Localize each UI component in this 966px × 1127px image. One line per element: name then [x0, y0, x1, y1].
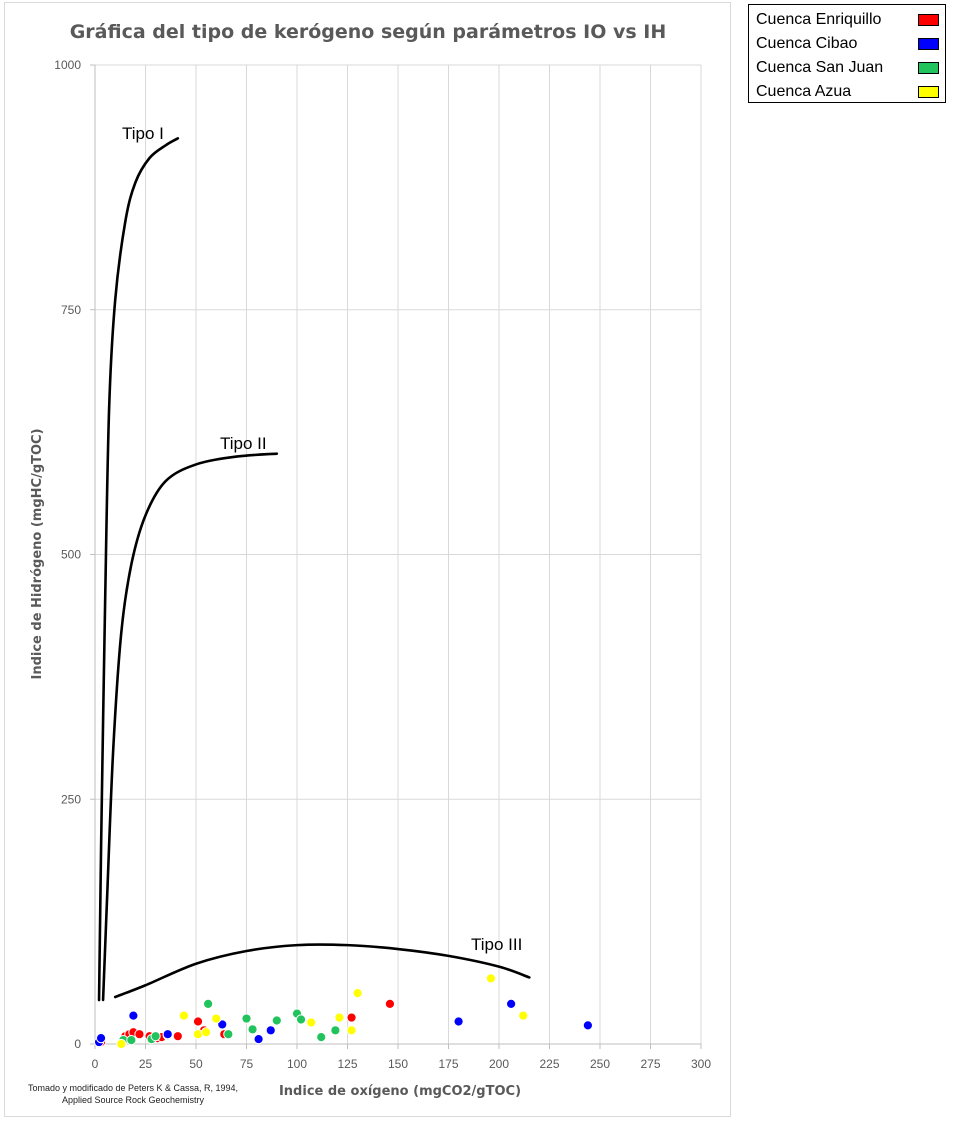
x-tick-label: 25	[139, 1057, 153, 1071]
x-tick-label: 100	[287, 1057, 307, 1071]
y-tick-label: 250	[61, 792, 81, 806]
chart-title: Gráfica del tipo de kerógeno según parám…	[70, 21, 667, 43]
data-point	[384, 998, 396, 1009]
legend-item-enriquillo: Cuenca Enriquillo	[756, 8, 939, 32]
data-point	[352, 987, 363, 999]
x-tick-label: 250	[590, 1057, 610, 1071]
x-tick-label: 0	[92, 1057, 99, 1071]
x-tick-label: 300	[691, 1057, 711, 1071]
data-point	[172, 1031, 183, 1042]
data-point	[134, 1029, 145, 1040]
data-point	[203, 998, 214, 1009]
series-cuenca-azua	[116, 973, 529, 1050]
legend-label: Cuenca San Juan	[756, 59, 884, 76]
x-tick-label: 275	[640, 1057, 660, 1071]
data-point	[223, 1029, 234, 1040]
kerogen-scatter-chart: Gráfica del tipo de kerógeno según parám…	[28, 21, 712, 1105]
x-tick-label: 50	[189, 1057, 203, 1071]
y-tick-label: 0	[74, 1037, 81, 1051]
x-tick-label: 200	[489, 1057, 509, 1071]
data-point	[295, 1014, 307, 1025]
data-point	[95, 1033, 107, 1044]
legend-item-azua: Cuenca Azua	[756, 80, 939, 104]
data-point	[453, 1016, 464, 1027]
data-point	[211, 1013, 222, 1024]
data-point	[192, 1016, 204, 1027]
chart-area	[4, 2, 731, 1117]
x-tick-labels: 0 25 50 75 100 125 150 175 200 225 250 275 300	[92, 1057, 712, 1071]
y-tick-labels: 0 250 500 750 1000	[54, 58, 81, 1051]
x-tick-label: 225	[539, 1057, 559, 1071]
data-points	[93, 973, 593, 1050]
grid-lines	[95, 64, 702, 1044]
kerogen-type-curves	[97, 137, 531, 1002]
x-tick-label: 175	[438, 1057, 458, 1071]
source-note-line-1: Tomado y modificado de Peters K & Cassa,…	[28, 1083, 238, 1093]
data-point	[162, 1029, 173, 1040]
data-point	[582, 1020, 593, 1031]
x-tick-label: 75	[240, 1057, 254, 1071]
curve-tipo-1	[97, 137, 180, 1002]
data-point	[346, 1012, 357, 1023]
legend-swatch	[918, 62, 939, 74]
data-point	[265, 1025, 276, 1036]
source-note-line-2: Applied Source Rock Geochemistry	[62, 1095, 205, 1105]
series-cuenca-cibao	[93, 998, 593, 1048]
legend-item-cibao: Cuenca Cibao	[756, 32, 939, 56]
data-point	[128, 1010, 139, 1021]
x-axis-title: Indice de oxígeno (mgCO2/gTOC)	[279, 1084, 521, 1099]
legend-swatch	[918, 38, 939, 50]
data-point	[506, 998, 517, 1009]
curve-tipo-3	[113, 943, 531, 999]
data-point	[217, 1019, 228, 1030]
y-tick-label: 500	[61, 548, 81, 562]
data-point	[253, 1034, 264, 1045]
curve-label-tipo-iii: Tipo III	[471, 935, 522, 954]
legend-label: Cuenca Azua	[756, 83, 852, 100]
legend-label: Cuenca Enriquillo	[756, 11, 882, 28]
data-point	[334, 1012, 345, 1023]
data-point	[485, 973, 497, 984]
x-tick-label: 125	[337, 1057, 357, 1071]
series-cuenca-san-juan	[118, 998, 341, 1046]
data-point	[518, 1010, 529, 1021]
data-point	[241, 1013, 252, 1024]
curve-label-tipo-ii: Tipo II	[220, 434, 267, 453]
data-point	[150, 1031, 161, 1042]
curve-label-tipo-i: Tipo I	[122, 124, 164, 143]
legend-item-san-juan: Cuenca San Juan	[756, 56, 939, 80]
data-point	[316, 1032, 327, 1043]
x-tick-label: 150	[388, 1057, 408, 1071]
data-point	[247, 1024, 258, 1035]
y-tick-label: 1000	[54, 58, 81, 72]
curve-tipo-2	[101, 452, 279, 1002]
legend-swatch	[918, 86, 939, 98]
y-axis-title: Indice de Hidrógeno (mgHC/gTOC)	[30, 428, 45, 679]
legend: Cuenca Enriquillo Cuenca Cibao Cuenca Sa…	[748, 4, 946, 103]
legend-swatch	[918, 14, 939, 26]
legend-label: Cuenca Cibao	[756, 35, 858, 52]
axes	[90, 64, 702, 1049]
data-point	[126, 1034, 137, 1046]
data-point	[116, 1038, 127, 1050]
data-point	[330, 1025, 341, 1036]
data-point	[306, 1017, 317, 1028]
data-point	[271, 1015, 282, 1026]
data-point	[178, 1010, 189, 1021]
data-point	[346, 1025, 357, 1036]
data-point	[201, 1027, 212, 1038]
y-tick-label: 750	[61, 303, 81, 317]
